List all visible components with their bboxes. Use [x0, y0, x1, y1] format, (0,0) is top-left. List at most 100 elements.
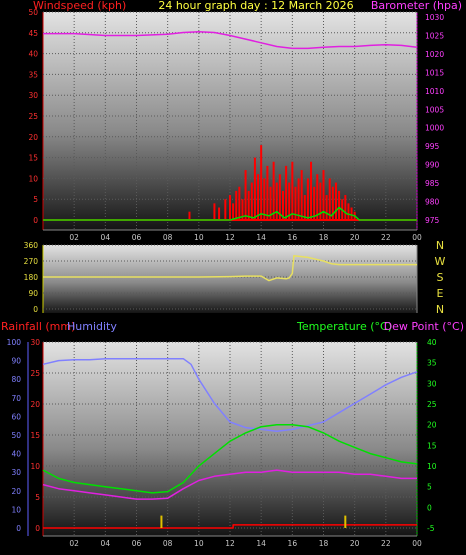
windspeed-tick-label: 45 — [28, 29, 38, 38]
rain-tick-label: 5 — [35, 493, 40, 502]
temperature-tick-label: 0 — [427, 503, 432, 512]
barometer-tick-label: 1015 — [425, 68, 444, 77]
windspeed-tick-label: 10 — [28, 174, 38, 183]
direction-tick-label: 360 — [24, 241, 39, 250]
direction-tick-label: 90 — [28, 289, 38, 298]
barometer-tick-label: 1000 — [425, 124, 444, 133]
barometer-tick-label: 1030 — [425, 13, 444, 22]
windspeed-tick-label: 50 — [28, 8, 38, 17]
direction-tick-label: 0 — [33, 305, 38, 314]
humidity-tick-label: 60 — [11, 412, 21, 421]
rainfall-axis-label: Rainfall (mm) — [1, 320, 75, 333]
windspeed-tick-label: 40 — [28, 50, 38, 59]
temperature-tick-label: 15 — [427, 441, 437, 450]
windspeed-tick-label: 25 — [28, 112, 38, 121]
temperature-tick-label: 5 — [427, 483, 432, 492]
rain-tick-label: 25 — [30, 369, 40, 378]
windspeed-tick-label: 5 — [33, 195, 38, 204]
temperature-tick-label: 35 — [427, 359, 437, 368]
rainfall-series — [43, 524, 417, 529]
x-tick-label: 04 — [101, 233, 111, 242]
rain-tick-label: 20 — [30, 400, 40, 409]
rain-tick-label: 30 — [30, 338, 40, 347]
barometer-axis-label: Barometer (hpa) — [371, 0, 462, 12]
x-tick-label: 00 — [412, 233, 422, 242]
x-tick-label: 10 — [194, 233, 204, 242]
humidity-tick-label: 100 — [7, 338, 22, 347]
barometer-tick-label: 995 — [425, 142, 440, 151]
x-tick-label: 00 — [412, 539, 422, 548]
chart-title: 24 hour graph day : 12 March 2026 — [158, 0, 353, 12]
x-tick-label: 22 — [381, 539, 391, 548]
x-tick-label: 18 — [319, 539, 329, 548]
temperature-tick-label: 20 — [427, 421, 437, 430]
temperature-series — [42, 423, 418, 494]
x-tick-label: 16 — [288, 539, 298, 548]
temperature-tick-label: 10 — [427, 462, 437, 471]
windspeed-tick-label: 35 — [28, 70, 38, 79]
barometer-tick-label: 980 — [425, 198, 440, 207]
humidity-series — [42, 357, 418, 433]
x-tick-label: 20 — [350, 539, 360, 548]
humidity-tick-label: 0 — [16, 524, 21, 533]
barometer-tick-label: 1010 — [425, 87, 444, 96]
direction-tick-label: 180 — [24, 273, 39, 282]
dew-point-series — [42, 469, 417, 500]
compass-label: N — [436, 303, 444, 316]
temperature-humidity-panel: Rainfall (mm) Humidity Temperature (°C) … — [1, 320, 464, 548]
windspeed-tick-label: 15 — [28, 154, 38, 163]
humidity-tick-label: 50 — [11, 431, 21, 440]
windspeed-tick-label: 0 — [33, 216, 38, 225]
x-tick-label: 04 — [101, 539, 111, 548]
x-tick-label: 06 — [132, 539, 142, 548]
windspeed-axis-label: Windspeed (kph) — [33, 0, 126, 12]
x-tick-label: 06 — [132, 233, 142, 242]
rain-tick-label: 0 — [35, 524, 40, 533]
x-tick-label: 20 — [350, 233, 360, 242]
windspeed-tick-label: 30 — [28, 91, 38, 100]
barometer-tick-label: 1005 — [425, 105, 444, 114]
humidity-tick-label: 90 — [11, 357, 21, 366]
barometer-tick-label: 1025 — [425, 31, 444, 40]
barometer-tick-label: 1020 — [425, 50, 444, 59]
temperature-axis-label: Temperature (°C) — [296, 320, 392, 333]
x-tick-label: 02 — [69, 539, 79, 548]
humidity-tick-label: 10 — [11, 505, 21, 514]
temperature-tick-label: 25 — [427, 400, 437, 409]
wind-direction-plot-area — [43, 245, 417, 313]
humidity-axis-label: Humidity — [67, 320, 117, 333]
x-tick-label: 22 — [381, 233, 391, 242]
x-tick-label: 16 — [288, 233, 298, 242]
x-tick-label: 14 — [256, 233, 266, 242]
wind-barometer-panel: Windspeed (kph) 24 hour graph day : 12 M… — [28, 0, 462, 242]
humidity-tick-label: 40 — [11, 450, 21, 459]
x-tick-label: 18 — [319, 233, 329, 242]
x-tick-label: 12 — [225, 233, 235, 242]
windspeed-tick-label: 20 — [28, 133, 38, 142]
dew-point-axis-label: Dew Point (°C) — [384, 320, 464, 333]
humidity-tick-label: 30 — [11, 468, 21, 477]
barometer-tick-label: 975 — [425, 216, 440, 225]
direction-tick-label: 270 — [24, 257, 39, 266]
rain-tick-label: 15 — [30, 431, 40, 440]
barometer-series — [43, 31, 418, 50]
x-tick-label: 02 — [69, 233, 79, 242]
humidity-tick-label: 20 — [11, 487, 21, 496]
barometer-tick-label: 985 — [425, 179, 440, 188]
compass-label: N — [436, 239, 444, 252]
compass-label: W — [435, 255, 446, 268]
barometer-tick-label: 990 — [425, 161, 440, 170]
compass-label: E — [437, 287, 444, 300]
temperature-tick-label: 40 — [427, 338, 437, 347]
x-tick-label: 10 — [194, 539, 204, 548]
wind-speed-series — [43, 206, 417, 221]
x-tick-label: 08 — [163, 539, 173, 548]
humidity-tick-label: 80 — [11, 375, 21, 384]
x-tick-label: 12 — [225, 539, 235, 548]
wind-direction-series — [43, 254, 417, 282]
temperature-tick-label: 30 — [427, 379, 437, 388]
x-tick-label: 08 — [163, 233, 173, 242]
humidity-tick-label: 70 — [11, 394, 21, 403]
